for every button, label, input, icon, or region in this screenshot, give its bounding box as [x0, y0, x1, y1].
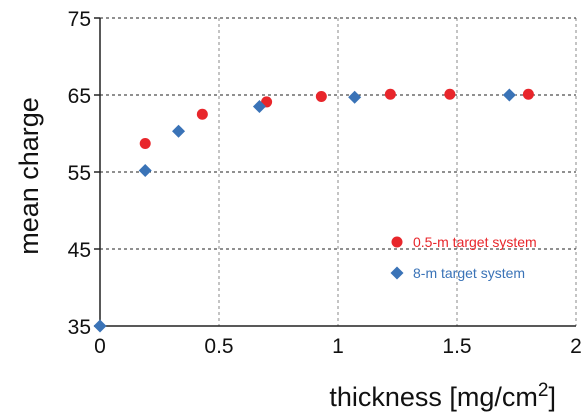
y-tick-label: 65 [68, 85, 91, 108]
legend-diamond-marker [390, 266, 404, 280]
y-tick-labels: 35 45 55 65 75 [68, 8, 91, 339]
x-axis-title: thickness [mg/cm2] [329, 380, 556, 412]
blue-diamond-point [138, 163, 152, 177]
blue-diamond-point [348, 90, 362, 104]
grid-lines [100, 17, 577, 326]
red-circle-point [139, 138, 151, 150]
blue-diamond-point [172, 124, 186, 138]
red-circle-point [196, 108, 208, 120]
red-circle-point [315, 91, 327, 103]
legend-label: 0.5-m target system [413, 234, 537, 250]
blue-diamond-point [252, 100, 266, 114]
y-tick-label: 55 [68, 162, 91, 185]
y-tick-label: 45 [68, 239, 91, 262]
red-circle-point [384, 88, 396, 100]
x-tick-label: 1.5 [442, 335, 471, 358]
y-tick-label: 75 [68, 8, 91, 31]
x-tick-labels: 0 0.5 1 1.5 2 [94, 335, 582, 358]
x-tick-label: 1 [332, 335, 344, 358]
legend: 0.5-m target system 8-m target system [390, 234, 537, 281]
red-circle-point [444, 88, 456, 100]
legend-circle-marker [391, 236, 403, 248]
red-circle-point [522, 88, 534, 100]
y-tick-label: 35 [68, 316, 91, 339]
blue-diamond-point [502, 88, 516, 102]
x-tick-label: 2 [570, 335, 582, 358]
blue-diamond-point [93, 319, 107, 333]
x-tick-label: 0 [94, 335, 106, 358]
y-axis-title: mean charge [14, 97, 44, 255]
legend-label: 8-m target system [413, 265, 525, 281]
data-points [93, 88, 534, 333]
x-tick-label: 0.5 [204, 335, 233, 358]
